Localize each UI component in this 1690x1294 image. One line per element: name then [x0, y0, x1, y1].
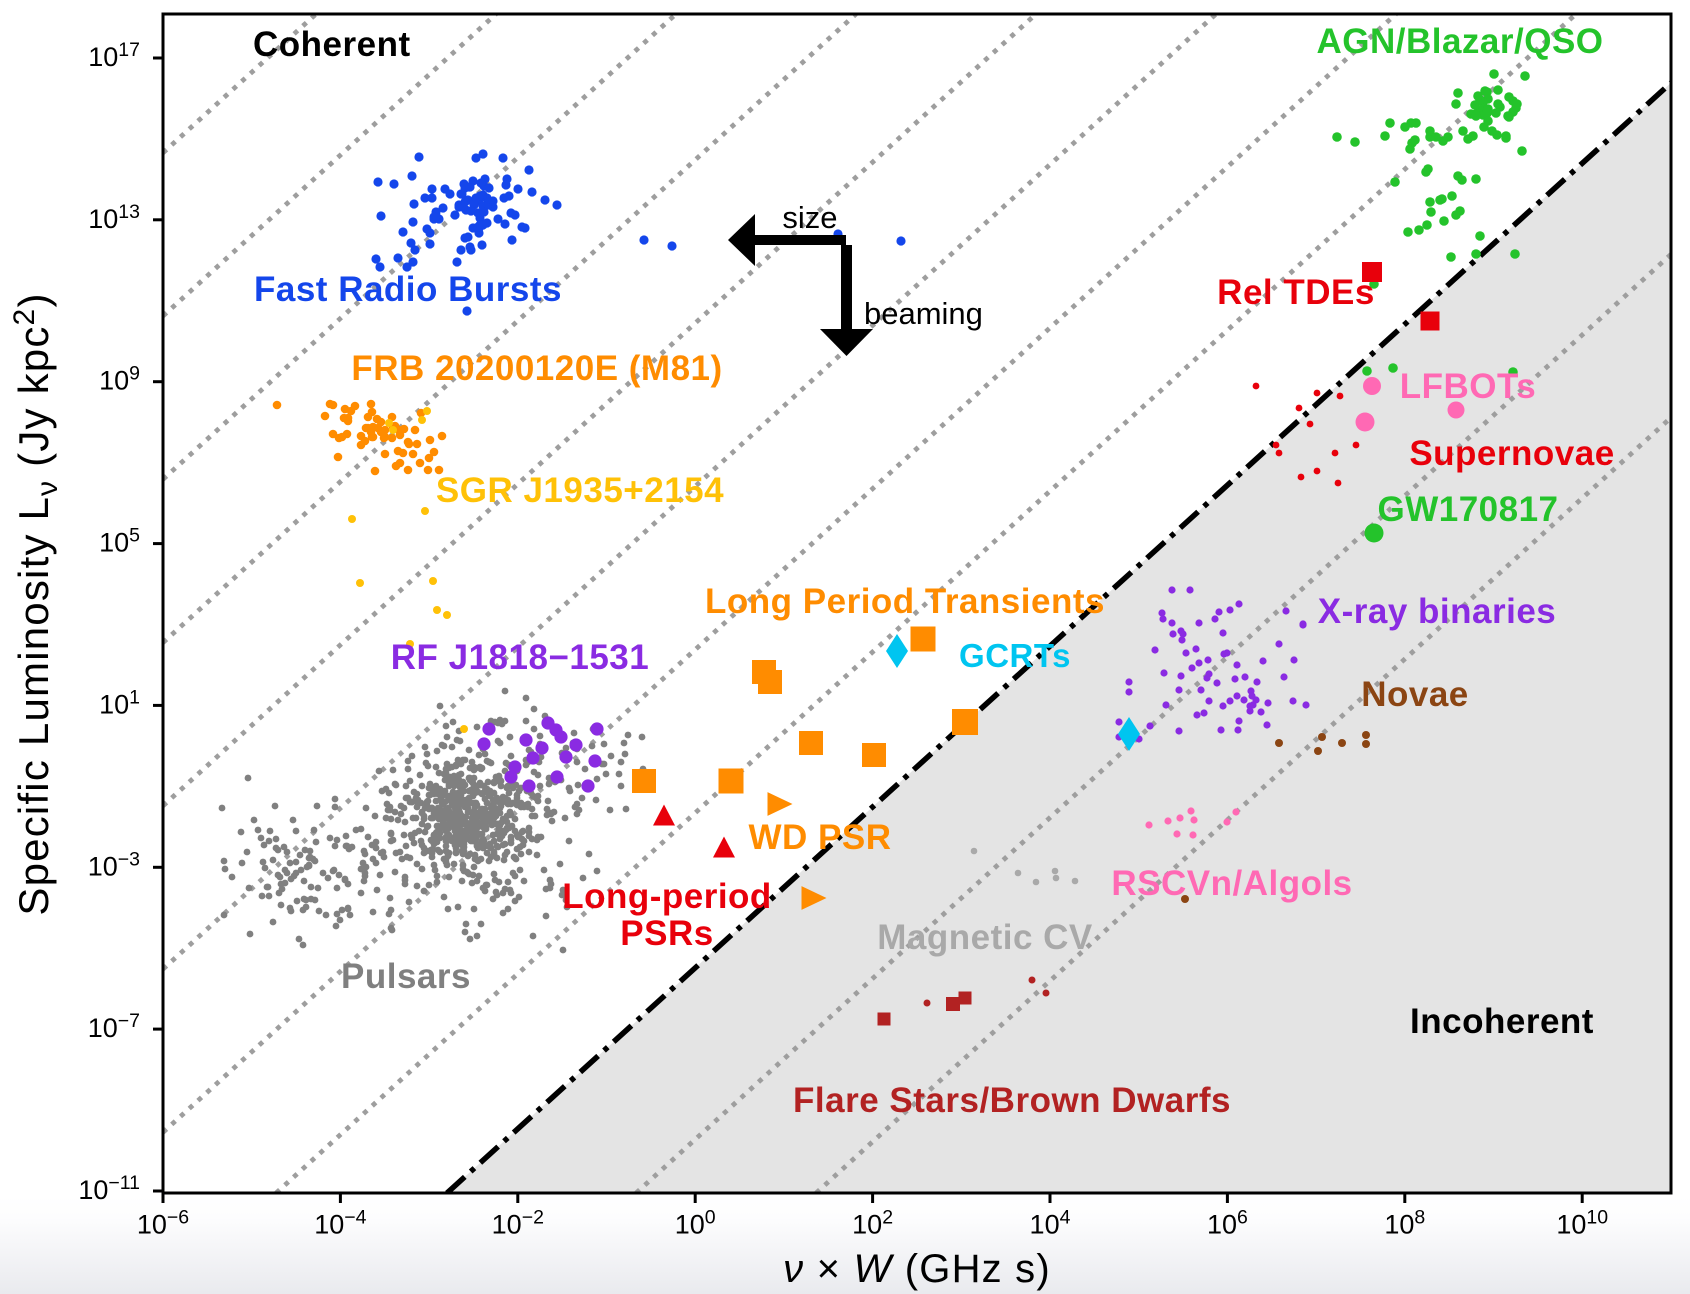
svg-text:Long-period: Long-period [562, 877, 772, 916]
svg-text:LFBOTs: LFBOTs [1400, 367, 1537, 406]
svg-text:Novae: Novae [1361, 675, 1469, 714]
svg-text:Supernovae: Supernovae [1409, 434, 1614, 473]
svg-text:ν × W (GHz s): ν × W (GHz s) [783, 1247, 1051, 1291]
svg-text:Incoherent: Incoherent [1410, 1002, 1594, 1041]
svg-text:GCRTs: GCRTs [959, 637, 1071, 674]
svg-text:GW170817: GW170817 [1377, 490, 1558, 529]
svg-text:FRB 20200120E (M81): FRB 20200120E (M81) [351, 349, 722, 388]
svg-text:Pulsars: Pulsars [341, 957, 471, 996]
svg-text:106: 106 [1207, 1207, 1248, 1240]
svg-text:AGN/Blazar/QSO: AGN/Blazar/QSO [1316, 22, 1603, 61]
svg-text:Fast Radio Bursts: Fast Radio Bursts [254, 270, 562, 309]
svg-text:Specific Luminosity Lν (Jy kpc: Specific Luminosity Lν (Jy kpc2) [8, 292, 64, 915]
svg-text:1013: 1013 [88, 201, 140, 234]
svg-text:WD PSR: WD PSR [749, 818, 892, 857]
svg-text:Flare Stars/Brown Dwarfs: Flare Stars/Brown Dwarfs [793, 1081, 1231, 1120]
svg-text:RSCVn/Algols: RSCVn/Algols [1111, 864, 1352, 903]
svg-text:SGR J1935+2154: SGR J1935+2154 [436, 471, 724, 510]
svg-text:size: size [782, 200, 837, 235]
svg-text:Rel TDEs: Rel TDEs [1217, 273, 1375, 312]
svg-text:X-ray binaries: X-ray binaries [1318, 592, 1557, 631]
svg-text:Magnetic CV: Magnetic CV [877, 918, 1093, 957]
svg-text:Long Period Transients: Long Period Transients [705, 582, 1105, 621]
svg-text:beaming: beaming [864, 296, 983, 331]
svg-text:RF J1818−1531: RF J1818−1531 [391, 638, 650, 677]
svg-text:105: 105 [99, 525, 140, 558]
svg-text:PSRs: PSRs [620, 914, 713, 953]
svg-text:10−6: 10−6 [137, 1207, 189, 1240]
svg-text:Coherent: Coherent [253, 25, 411, 64]
